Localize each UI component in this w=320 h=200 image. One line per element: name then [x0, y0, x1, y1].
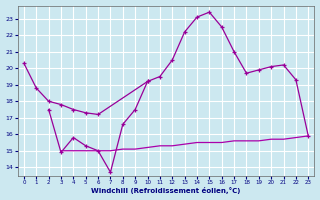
X-axis label: Windchill (Refroidissement éolien,°C): Windchill (Refroidissement éolien,°C)	[92, 187, 241, 194]
